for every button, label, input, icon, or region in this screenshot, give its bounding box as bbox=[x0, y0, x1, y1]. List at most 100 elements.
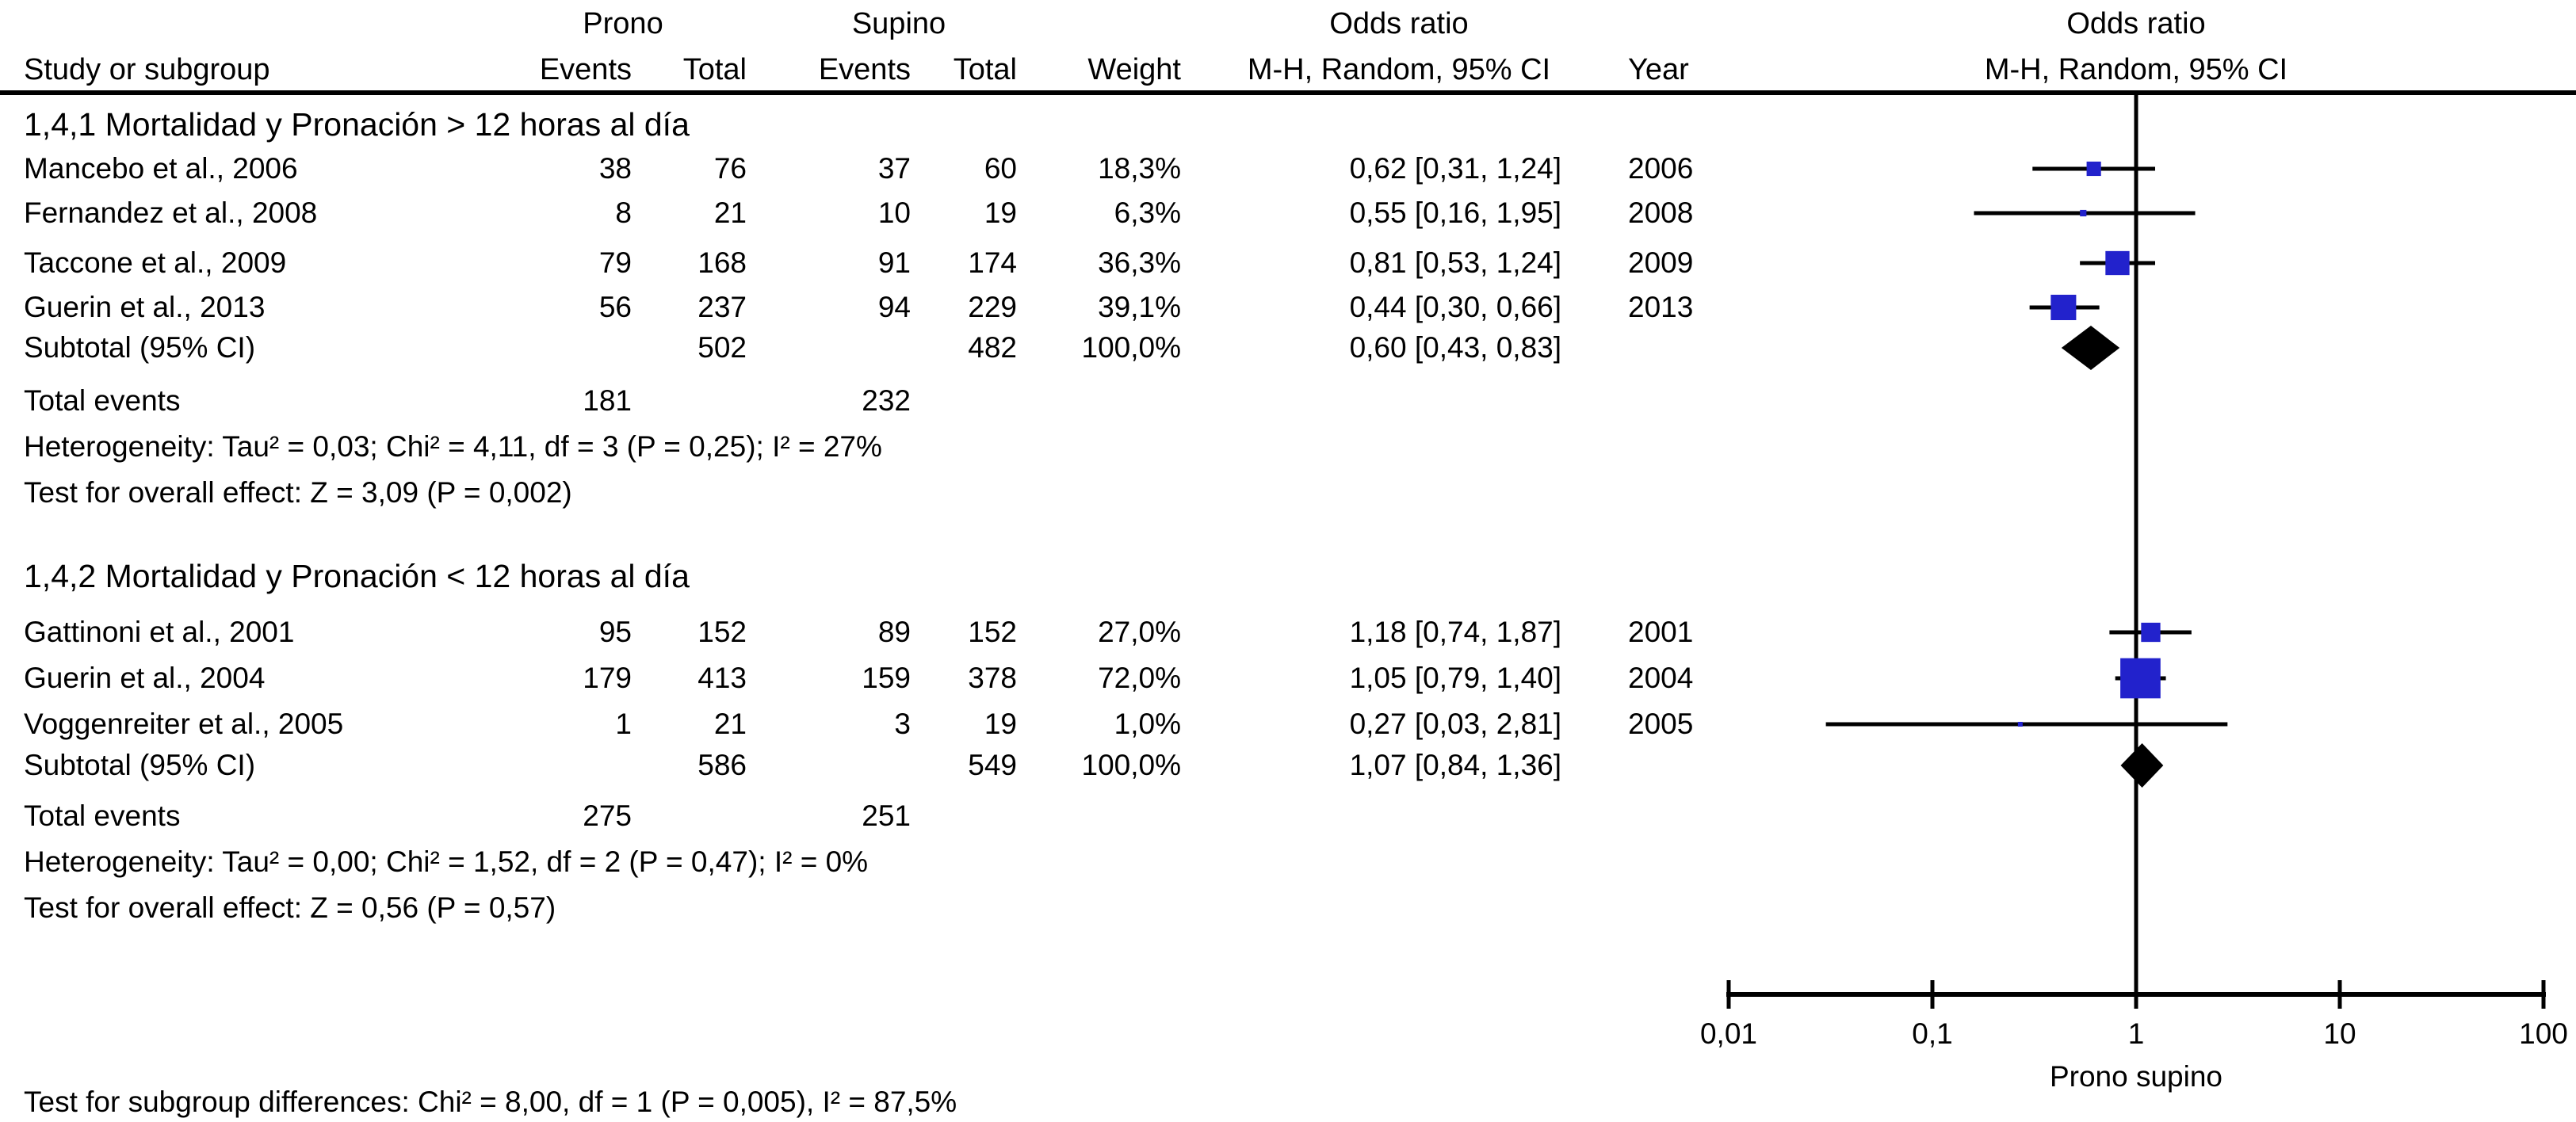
axis-tick-label: 0,01 bbox=[1699, 1017, 1757, 1050]
header-row-1: Prono Supino Odds ratio Odds ratio bbox=[0, 6, 2205, 41]
year: 2001 bbox=[1628, 616, 1694, 648]
ci-line bbox=[2115, 676, 2166, 681]
events-supino: 3 bbox=[894, 708, 911, 740]
subtotal-diamond bbox=[2061, 326, 2120, 370]
total-prono: 413 bbox=[698, 662, 747, 694]
weight: 72,0% bbox=[1098, 662, 1181, 694]
total-prono: 21 bbox=[713, 708, 747, 740]
header-odds-ratio-left: Odds ratio bbox=[1329, 7, 1469, 40]
weight: 39,1% bbox=[1098, 291, 1181, 323]
x-axis-tick bbox=[2541, 980, 2546, 1009]
year: 2004 bbox=[1628, 662, 1694, 694]
total-events-label: Total events bbox=[24, 384, 181, 417]
events-prono: 79 bbox=[598, 246, 632, 279]
header-events-supino: Events bbox=[818, 53, 911, 86]
subtotal-row: Subtotal (95% CI) 502 482 100,0% 0,60 [0… bbox=[0, 330, 1728, 365]
header-weight: Weight bbox=[1087, 53, 1181, 86]
header-total-prono: Total bbox=[682, 53, 747, 86]
header-odds-ratio-plot: Odds ratio bbox=[2066, 7, 2206, 40]
subtotal-label: Subtotal (95% CI) bbox=[24, 749, 256, 781]
header-group-supino: Supino bbox=[851, 7, 946, 40]
subgroup-title: 1,4,1 Mortalidad y Pronación > 12 horas … bbox=[24, 106, 690, 143]
study-row: Gattinoni et al., 2001 95 152 89 152 27,… bbox=[0, 615, 1728, 650]
year: 2009 bbox=[1628, 246, 1694, 279]
or-ci-text: 0,27 [0,03, 2,81] bbox=[1349, 708, 1561, 740]
events-supino: 10 bbox=[877, 197, 911, 229]
year: 2005 bbox=[1628, 708, 1694, 740]
total-prono: 152 bbox=[698, 616, 747, 648]
ci-line bbox=[2109, 630, 2192, 635]
subtotal-total-supino: 482 bbox=[968, 331, 1017, 364]
events-supino: 159 bbox=[862, 662, 911, 694]
subtotal-diamond bbox=[2120, 743, 2164, 788]
weight: 27,0% bbox=[1098, 616, 1181, 648]
total-supino: 19 bbox=[984, 197, 1017, 229]
or-ci-text: 1,18 [0,74, 1,87] bbox=[1349, 616, 1561, 648]
total-prono: 237 bbox=[698, 291, 747, 323]
weight: 1,0% bbox=[1114, 708, 1181, 740]
effect-marker bbox=[2086, 161, 2101, 177]
weight: 6,3% bbox=[1114, 197, 1181, 229]
total-supino: 60 bbox=[984, 152, 1017, 185]
x-axis-tick bbox=[2134, 980, 2138, 1009]
total-prono: 168 bbox=[698, 246, 747, 279]
total-supino: 19 bbox=[984, 708, 1017, 740]
ci-line bbox=[1825, 722, 2228, 727]
x-axis-tick bbox=[1726, 980, 1731, 1009]
header-total-supino: Total bbox=[953, 53, 1017, 86]
events-supino: 91 bbox=[877, 246, 911, 279]
events-prono: 95 bbox=[598, 616, 632, 648]
events-supino: 94 bbox=[877, 291, 911, 323]
no-effect-line bbox=[2134, 95, 2138, 1009]
subtotal-total-prono: 502 bbox=[698, 331, 747, 364]
study-label: Fernandez et al., 2008 bbox=[24, 197, 318, 229]
header-separator-line bbox=[0, 90, 2576, 95]
ci-line bbox=[2032, 166, 2156, 171]
header-method: M-H, Random, 95% CI bbox=[1247, 53, 1551, 86]
effect-marker bbox=[2050, 294, 2077, 321]
events-prono: 8 bbox=[615, 197, 632, 229]
total-prono: 21 bbox=[713, 197, 747, 229]
x-axis-line bbox=[1726, 992, 2546, 997]
effect-marker bbox=[2017, 722, 2023, 727]
weight: 18,3% bbox=[1098, 152, 1181, 185]
subtotal-weight: 100,0% bbox=[1081, 331, 1182, 364]
effect-marker bbox=[2080, 209, 2087, 217]
header-method-plot: M-H, Random, 95% CI bbox=[1984, 53, 2288, 86]
total-events-supino: 251 bbox=[862, 800, 911, 832]
total-events-label: Total events bbox=[24, 800, 181, 832]
header-events-prono: Events bbox=[539, 53, 632, 86]
study-label: Taccone et al., 2009 bbox=[24, 246, 287, 279]
events-prono: 56 bbox=[598, 291, 632, 323]
total-supino: 229 bbox=[968, 291, 1017, 323]
heterogeneity-row: Heterogeneity: Tau² = 0,00; Chi² = 1,52,… bbox=[24, 845, 869, 878]
events-supino: 89 bbox=[877, 616, 911, 648]
total-events-row: Total events 275 251 bbox=[0, 799, 1728, 834]
axis-tick-label: 10 bbox=[2323, 1017, 2356, 1050]
year: 2006 bbox=[1628, 152, 1694, 185]
total-supino: 174 bbox=[968, 246, 1017, 279]
subgroup-differences-text: Test for subgroup differences: Chi² = 8,… bbox=[24, 1086, 957, 1118]
or-ci-text: 0,81 [0,53, 1,24] bbox=[1349, 246, 1561, 279]
effect-marker bbox=[2120, 658, 2161, 699]
total-events-supino: 232 bbox=[862, 384, 911, 417]
or-ci-text: 0,55 [0,16, 1,95] bbox=[1349, 197, 1561, 229]
study-label: Voggenreiter et al., 2005 bbox=[24, 708, 344, 740]
x-axis-tick bbox=[1930, 980, 1935, 1009]
study-row: Voggenreiter et al., 2005 1 21 3 19 1,0%… bbox=[0, 707, 1728, 742]
overall-effect-row: Test for overall effect: Z = 0,56 (P = 0… bbox=[24, 891, 556, 924]
study-row: Guerin et al., 2004 179 413 159 378 72,0… bbox=[0, 661, 1728, 696]
axis-tick-label: 100 bbox=[2519, 1017, 2568, 1050]
events-supino: 37 bbox=[877, 152, 911, 185]
total-supino: 152 bbox=[968, 616, 1017, 648]
weight: 36,3% bbox=[1098, 246, 1181, 279]
x-axis-tick bbox=[2337, 980, 2342, 1009]
subtotal-total-supino: 549 bbox=[968, 749, 1017, 781]
study-row: Guerin et al., 2013 56 237 94 229 39,1% … bbox=[0, 290, 1728, 325]
overall-effect-row: Test for overall effect: Z = 3,09 (P = 0… bbox=[24, 476, 572, 509]
subgroup-title: 1,4,2 Mortalidad y Pronación < 12 horas … bbox=[24, 558, 690, 594]
study-row: Mancebo et al., 2006 38 76 37 60 18,3% 0… bbox=[0, 151, 1728, 186]
year: 2008 bbox=[1628, 197, 1694, 229]
total-prono: 76 bbox=[713, 152, 747, 185]
